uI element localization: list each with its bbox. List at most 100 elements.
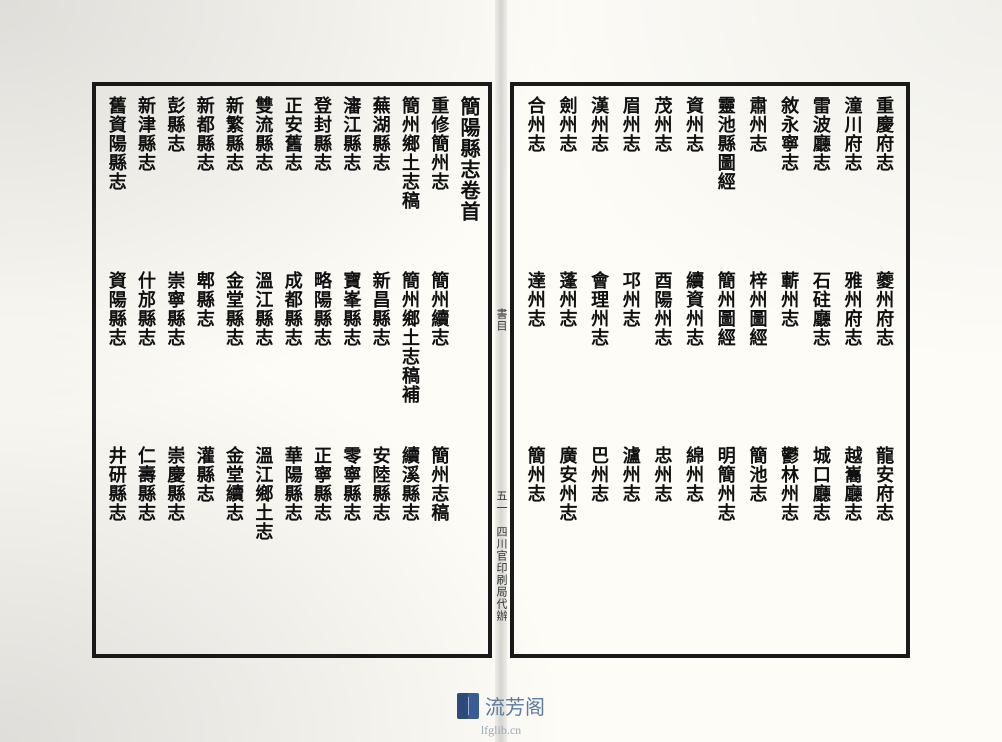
- gazetteer-entry: 略陽縣志: [313, 271, 331, 446]
- gazetteer-entry: 綿州志: [685, 446, 703, 621]
- gazetteer-entry: 灌縣志: [196, 446, 214, 621]
- gazetteer-entry: 簡州圖經: [717, 271, 735, 446]
- gazetteer-entry: 寶峯縣志: [342, 271, 360, 446]
- gazetteer-entry: 越巂廳志: [843, 446, 861, 621]
- gazetteer-entry: 正寧縣志: [313, 446, 331, 621]
- column: 雷波廳志石砫廳志城口廳志: [805, 92, 837, 648]
- gazetteer-entry: 肅州志: [748, 96, 766, 271]
- gazetteer-entry: 華陽縣志: [284, 446, 302, 621]
- gazetteer-entry: 潼川府志: [843, 96, 861, 271]
- gazetteer-entry: 簡州鄉土志稿補: [401, 271, 419, 446]
- gazetteer-entry: 眉州志: [622, 96, 640, 271]
- gazetteer-entry: 零寧縣志: [342, 446, 360, 621]
- gazetteer-entry: 資陽縣志: [108, 271, 126, 446]
- gazetteer-entry: 忠州志: [653, 446, 671, 621]
- gazetteer-entry: 雙流縣志: [254, 96, 272, 271]
- column: 瀋江縣志寶峯縣志零寧縣志: [337, 92, 366, 648]
- center-top-label: 書目: [493, 308, 509, 332]
- gazetteer-entry: 什邡縣志: [137, 271, 155, 446]
- gazetteer-entry: 簡州志稿: [430, 446, 448, 621]
- gazetteer-entry: 崇寧縣志: [166, 271, 184, 446]
- gazetteer-entry: 合州志: [527, 96, 545, 271]
- gazetteer-entry: 金堂縣志: [225, 271, 243, 446]
- gazetteer-entry: 續資州志: [685, 271, 703, 446]
- column: 簡州鄉土志稿簡州鄉土志稿補續溪縣志: [395, 92, 424, 648]
- gazetteer-entry: 新昌縣志: [372, 271, 390, 446]
- column: 敘永寧志蘄州志鬱林州志: [773, 92, 805, 648]
- gazetteer-entry: 夔州府志: [875, 271, 893, 446]
- gazetteer-entry: 溫江鄉土志: [254, 446, 272, 621]
- gazetteer-entry: 彭縣志: [166, 96, 184, 271]
- column: 肅州志梓州圖經簡池志: [742, 92, 774, 648]
- volume-header: 簡陽縣志卷首: [458, 96, 478, 222]
- gazetteer-entry: 簡州志: [527, 446, 545, 621]
- left-page-columns: 簡陽縣志卷首重修簡州志簡州續志簡州志稿簡州鄉土志稿簡州鄉土志稿補續溪縣志蕪湖縣志…: [102, 92, 482, 648]
- column: 合州志達州志簡州志: [520, 92, 552, 648]
- column: 舊資陽縣志資陽縣志井研縣志: [102, 92, 131, 648]
- gazetteer-entry: 蕪湖縣志: [372, 96, 390, 271]
- gazetteer-entry: 劍州志: [558, 96, 576, 271]
- right-page-frame: 重慶府志夔州府志龍安府志潼川府志雅州府志越巂廳志雷波廳志石砫廳志城口廳志敘永寧志…: [510, 82, 910, 658]
- gazetteer-entry: 安陸縣志: [372, 446, 390, 621]
- gazetteer-entry: 石砫廳志: [812, 271, 830, 446]
- gazetteer-entry: 茂州志: [653, 96, 671, 271]
- left-page-frame: 簡陽縣志卷首重修簡州志簡州續志簡州志稿簡州鄉土志稿簡州鄉土志稿補續溪縣志蕪湖縣志…: [92, 82, 492, 658]
- column: 重修簡州志簡州續志簡州志稿: [425, 92, 454, 648]
- gazetteer-entry: 簡池志: [748, 446, 766, 621]
- gazetteer-entry: 城口廳志: [812, 446, 830, 621]
- header-column: 簡陽縣志卷首: [454, 92, 482, 648]
- gazetteer-entry: 巴州志: [590, 446, 608, 621]
- column: 漢州志會理州志巴州志: [583, 92, 615, 648]
- gazetteer-entry: 雷波廳志: [812, 96, 830, 271]
- gazetteer-entry: 郫縣志: [196, 271, 214, 446]
- column: 彭縣志崇寧縣志崇慶縣志: [161, 92, 190, 648]
- gazetteer-entry: 蓬州志: [558, 271, 576, 446]
- gazetteer-entry: 井研縣志: [108, 446, 126, 621]
- column: 正安舊志成都縣志華陽縣志: [278, 92, 307, 648]
- gazetteer-entry: 鬱林州志: [780, 446, 798, 621]
- gazetteer-entry: 新都縣志: [196, 96, 214, 271]
- gazetteer-entry: 溫江縣志: [254, 271, 272, 446]
- gazetteer-entry: 達州志: [527, 271, 545, 446]
- gazetteer-entry: 漢州志: [590, 96, 608, 271]
- column: 新津縣志什邡縣志仁壽縣志: [131, 92, 160, 648]
- column: 眉州志邛州志瀘州志: [615, 92, 647, 648]
- column: 蕪湖縣志新昌縣志安陸縣志: [366, 92, 395, 648]
- column: 靈池縣圖經簡州圖經明簡州志: [710, 92, 742, 648]
- gazetteer-entry: 金堂續志: [225, 446, 243, 621]
- gazetteer-entry: 舊資陽縣志: [108, 96, 126, 271]
- gazetteer-entry: 龍安府志: [875, 446, 893, 621]
- gazetteer-entry: 新津縣志: [137, 96, 155, 271]
- column: 茂州志酉陽州志忠州志: [647, 92, 679, 648]
- gazetteer-entry: 正安舊志: [284, 96, 302, 271]
- gazetteer-entry: 瀘州志: [622, 446, 640, 621]
- center-bottom-label: 五一 四川官印刷局代辦: [493, 490, 509, 622]
- gazetteer-entry: 崇慶縣志: [166, 446, 184, 621]
- gazetteer-entry: 瀋江縣志: [342, 96, 360, 271]
- gazetteer-entry: 資州志: [685, 96, 703, 271]
- gazetteer-entry: 新繁縣志: [225, 96, 243, 271]
- center-fold-strip: 書目 五一 四川官印刷局代辦: [490, 88, 512, 652]
- gazetteer-entry: 會理州志: [590, 271, 608, 446]
- column: 新都縣志郫縣志灌縣志: [190, 92, 219, 648]
- gazetteer-entry: 敘永寧志: [780, 96, 798, 271]
- gazetteer-entry: 成都縣志: [284, 271, 302, 446]
- gazetteer-entry: 簡州續志: [430, 271, 448, 446]
- gazetteer-entry: 明簡州志: [717, 446, 735, 621]
- gazetteer-entry: 雅州府志: [843, 271, 861, 446]
- gazetteer-entry: 廣安州志: [558, 446, 576, 621]
- column: 資州志續資州志綿州志: [678, 92, 710, 648]
- gazetteer-entry: 簡州鄉土志稿: [401, 96, 419, 271]
- column: 雙流縣志溫江縣志溫江鄉土志: [249, 92, 278, 648]
- column: 潼川府志雅州府志越巂廳志: [837, 92, 869, 648]
- gazetteer-entry: 登封縣志: [313, 96, 331, 271]
- gazetteer-entry: 邛州志: [622, 271, 640, 446]
- gazetteer-entry: 重修簡州志: [430, 96, 448, 271]
- gazetteer-entry: 重慶府志: [875, 96, 893, 271]
- gazetteer-entry: 梓州圖經: [748, 271, 766, 446]
- column: 登封縣志略陽縣志正寧縣志: [307, 92, 336, 648]
- gazetteer-entry: 蘄州志: [780, 271, 798, 446]
- gazetteer-entry: 酉陽州志: [653, 271, 671, 446]
- column: 劍州志蓬州志廣安州志: [552, 92, 584, 648]
- right-page-columns: 重慶府志夔州府志龍安府志潼川府志雅州府志越巂廳志雷波廳志石砫廳志城口廳志敘永寧志…: [520, 92, 900, 648]
